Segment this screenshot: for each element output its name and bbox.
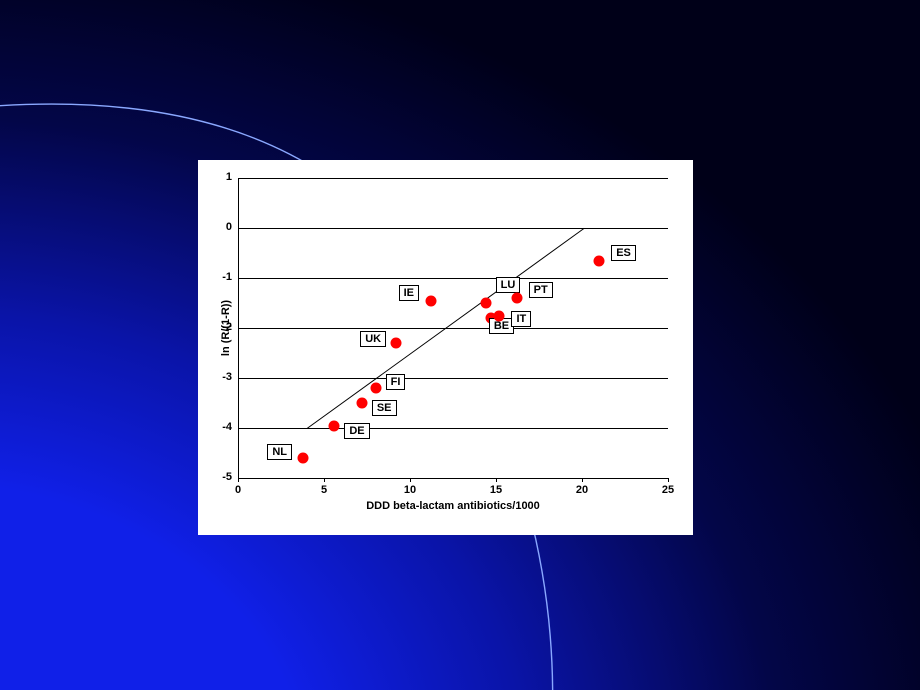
point-label: PT xyxy=(529,282,553,298)
point-label: NL xyxy=(267,444,292,460)
gridline-h xyxy=(238,228,668,229)
data-point xyxy=(356,398,367,409)
point-label: DE xyxy=(344,423,369,439)
point-label: IE xyxy=(399,285,419,301)
gridline-h xyxy=(238,278,668,279)
x-tick-mark xyxy=(668,478,669,482)
data-point xyxy=(329,420,340,431)
point-label: FI xyxy=(386,374,406,390)
x-tick-mark xyxy=(324,478,325,482)
y-tick-label: -4 xyxy=(208,421,232,433)
scatter-plot: ln (R/(1-R)) DDD beta-lactam antibiotics… xyxy=(238,178,668,478)
data-point xyxy=(594,255,605,266)
x-tick-label: 20 xyxy=(570,484,594,496)
y-tick-label: -5 xyxy=(208,471,232,483)
gridline-h xyxy=(238,328,668,329)
x-tick-mark xyxy=(410,478,411,482)
point-label: ES xyxy=(611,245,636,261)
chart-card: ln (R/(1-R)) DDD beta-lactam antibiotics… xyxy=(198,160,693,535)
x-tick-label: 10 xyxy=(398,484,422,496)
point-label: LU xyxy=(496,277,521,293)
data-point xyxy=(391,338,402,349)
data-point xyxy=(425,295,436,306)
point-label: SE xyxy=(372,400,397,416)
slide-background: ln (R/(1-R)) DDD beta-lactam antibiotics… xyxy=(0,0,920,690)
data-point xyxy=(480,298,491,309)
x-tick-mark xyxy=(238,478,239,482)
y-tick-label: 0 xyxy=(208,221,232,233)
data-point xyxy=(370,383,381,394)
point-label: IT xyxy=(511,311,531,327)
data-point xyxy=(298,453,309,464)
gridline-h xyxy=(238,378,668,379)
x-tick-label: 5 xyxy=(312,484,336,496)
data-point xyxy=(494,310,505,321)
x-tick-label: 0 xyxy=(226,484,250,496)
y-tick-label: -2 xyxy=(208,321,232,333)
x-tick-label: 15 xyxy=(484,484,508,496)
data-point xyxy=(511,293,522,304)
gridline-h xyxy=(238,178,668,179)
gridline-h xyxy=(238,428,668,429)
y-tick-label: -3 xyxy=(208,371,232,383)
x-tick-mark xyxy=(582,478,583,482)
point-label: UK xyxy=(360,331,386,347)
y-tick-label: 1 xyxy=(208,171,232,183)
x-tick-label: 25 xyxy=(656,484,680,496)
x-axis-label: DDD beta-lactam antibiotics/1000 xyxy=(238,500,668,512)
y-tick-label: -1 xyxy=(208,271,232,283)
gridline-h xyxy=(238,478,668,479)
x-tick-mark xyxy=(496,478,497,482)
